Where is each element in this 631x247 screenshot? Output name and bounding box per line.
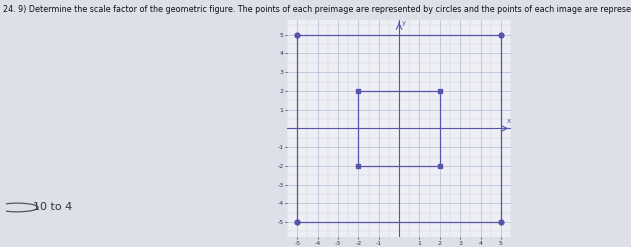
Text: x: x	[507, 118, 511, 124]
Text: 24. 9) Determine the scale factor of the geometric figure. The points of each pr: 24. 9) Determine the scale factor of the…	[3, 5, 631, 14]
Text: 10 to 4: 10 to 4	[33, 203, 72, 212]
Text: y: y	[402, 21, 406, 26]
